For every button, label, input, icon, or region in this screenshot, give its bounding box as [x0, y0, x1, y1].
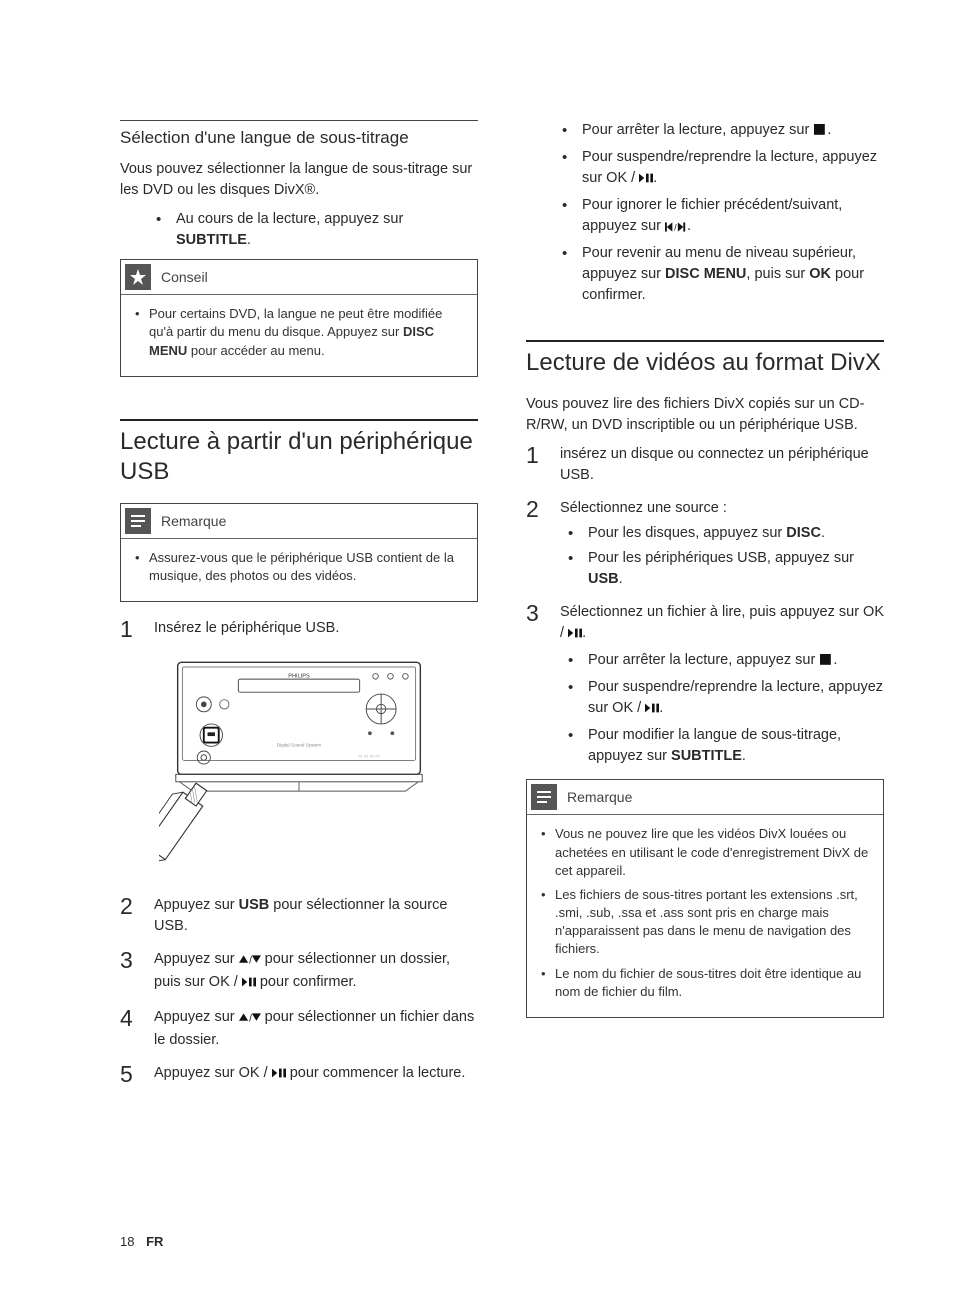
divider — [120, 120, 478, 121]
device-illustration: PHILIPS — [120, 653, 478, 877]
cont-b1: Pour arrêter la lecture, appuyez sur . — [562, 120, 884, 143]
dstep-1: 1insérez un disque ou connectez un périp… — [526, 444, 884, 486]
svg-text:/: / — [249, 1014, 252, 1023]
play-pause-icon — [242, 974, 256, 995]
up-down-icon: / — [239, 951, 261, 972]
dstep2-b1: Pour les disques, appuyez sur DISC. — [568, 523, 884, 544]
step-3: 3 Appuyez sur / pour sélectionner un dos… — [120, 949, 478, 995]
remarque-callout: Remarque Assurez-vous que le périphériqu… — [120, 503, 478, 602]
divx-heading: Lecture de vidéos au format DivX — [526, 348, 884, 378]
divider — [526, 340, 884, 342]
brand-label: PHILIPS — [288, 673, 310, 679]
remarque2-i2: Les fichiers de sous-titres portant les … — [541, 886, 869, 959]
tip-icon — [125, 264, 151, 290]
dstep2-b2: Pour les périphériques USB, appuyez sur … — [568, 548, 884, 590]
dstep-3: 3Sélectionnez un fichier à lire, puis ap… — [526, 602, 884, 767]
dstep3-b2: Pour suspendre/reprendre la lecture, app… — [568, 677, 884, 721]
play-pause-icon — [645, 700, 659, 721]
page-footer: 18 FR — [120, 1234, 163, 1249]
svg-text:Digital Sound System: Digital Sound System — [277, 742, 322, 747]
subtitle-bullet: Au cours de la lecture, appuyez sur SUBT… — [156, 209, 478, 251]
divider — [120, 419, 478, 421]
cont-b4: Pour revenir au menu de niveau supérieur… — [562, 243, 884, 306]
remarque2-i3: Le nom du fichier de sous-titres doit êt… — [541, 965, 869, 1001]
note-icon — [125, 508, 151, 534]
play-pause-icon — [272, 1065, 286, 1086]
stop-icon — [819, 652, 833, 673]
svg-text:▭ ▭ ▭ ▭: ▭ ▭ ▭ ▭ — [358, 754, 380, 759]
subtitle-bullets: Au cours de la lecture, appuyez sur SUBT… — [120, 209, 478, 251]
divx-intro: Vous pouvez lire des fichiers DivX copié… — [526, 394, 884, 436]
page-lang: FR — [146, 1234, 163, 1249]
note-icon — [531, 784, 557, 810]
remarque2-callout: Remarque Vous ne pouvez lire que les vid… — [526, 779, 884, 1018]
cont-b2: Pour suspendre/reprendre la lecture, app… — [562, 147, 884, 191]
step-5: 5 Appuyez sur OK / pour commencer la lec… — [120, 1063, 478, 1086]
remarque2-title: Remarque — [567, 789, 632, 805]
usb-steps-cont: 2 Appuyez sur USB pour sélectionner la s… — [120, 895, 478, 1086]
left-column: Sélection d'une langue de sous-titrage V… — [120, 120, 478, 1098]
up-down-icon: / — [239, 1009, 261, 1030]
page-number: 18 — [120, 1234, 134, 1249]
remarque2-i1: Vous ne pouvez lire que les vidéos DivX … — [541, 825, 869, 880]
step-4: 4 Appuyez sur / pour sélectionner un fic… — [120, 1007, 478, 1051]
continued-bullets: Pour arrêter la lecture, appuyez sur . P… — [526, 120, 884, 306]
prev-next-icon: / — [665, 218, 687, 239]
dstep3-b1: Pour arrêter la lecture, appuyez sur . — [568, 650, 884, 673]
usb-steps: 1Insérez le périphérique USB. — [120, 618, 478, 639]
play-pause-icon — [568, 625, 582, 646]
step-1: 1Insérez le périphérique USB. — [120, 618, 478, 639]
remarque-title: Remarque — [161, 513, 226, 529]
step-2: 2 Appuyez sur USB pour sélectionner la s… — [120, 895, 478, 937]
subtitle-intro: Vous pouvez sélectionner la langue de so… — [120, 159, 478, 201]
svg-text:/: / — [249, 956, 252, 965]
play-pause-icon — [639, 170, 653, 191]
conseil-title: Conseil — [161, 269, 208, 285]
stop-icon — [813, 122, 827, 143]
svg-text:/: / — [674, 223, 677, 232]
subtitle-heading: Sélection d'une langue de sous-titrage — [120, 127, 478, 149]
dstep3-b3: Pour modifier la langue de sous-titrage,… — [568, 725, 884, 767]
right-column: Pour arrêter la lecture, appuyez sur . P… — [526, 120, 884, 1098]
conseil-item: Pour certains DVD, la langue ne peut êtr… — [135, 305, 463, 360]
remarque-item: Assurez-vous que le périphérique USB con… — [135, 549, 463, 585]
conseil-callout: Conseil Pour certains DVD, la langue ne … — [120, 259, 478, 377]
divx-steps: 1insérez un disque ou connectez un périp… — [526, 444, 884, 767]
cont-b3: Pour ignorer le fichier précédent/suivan… — [562, 195, 884, 239]
usb-heading: Lecture à partir d'un périphérique USB — [120, 427, 478, 487]
dstep-2: 2Sélectionnez une source : Pour les disq… — [526, 498, 884, 590]
